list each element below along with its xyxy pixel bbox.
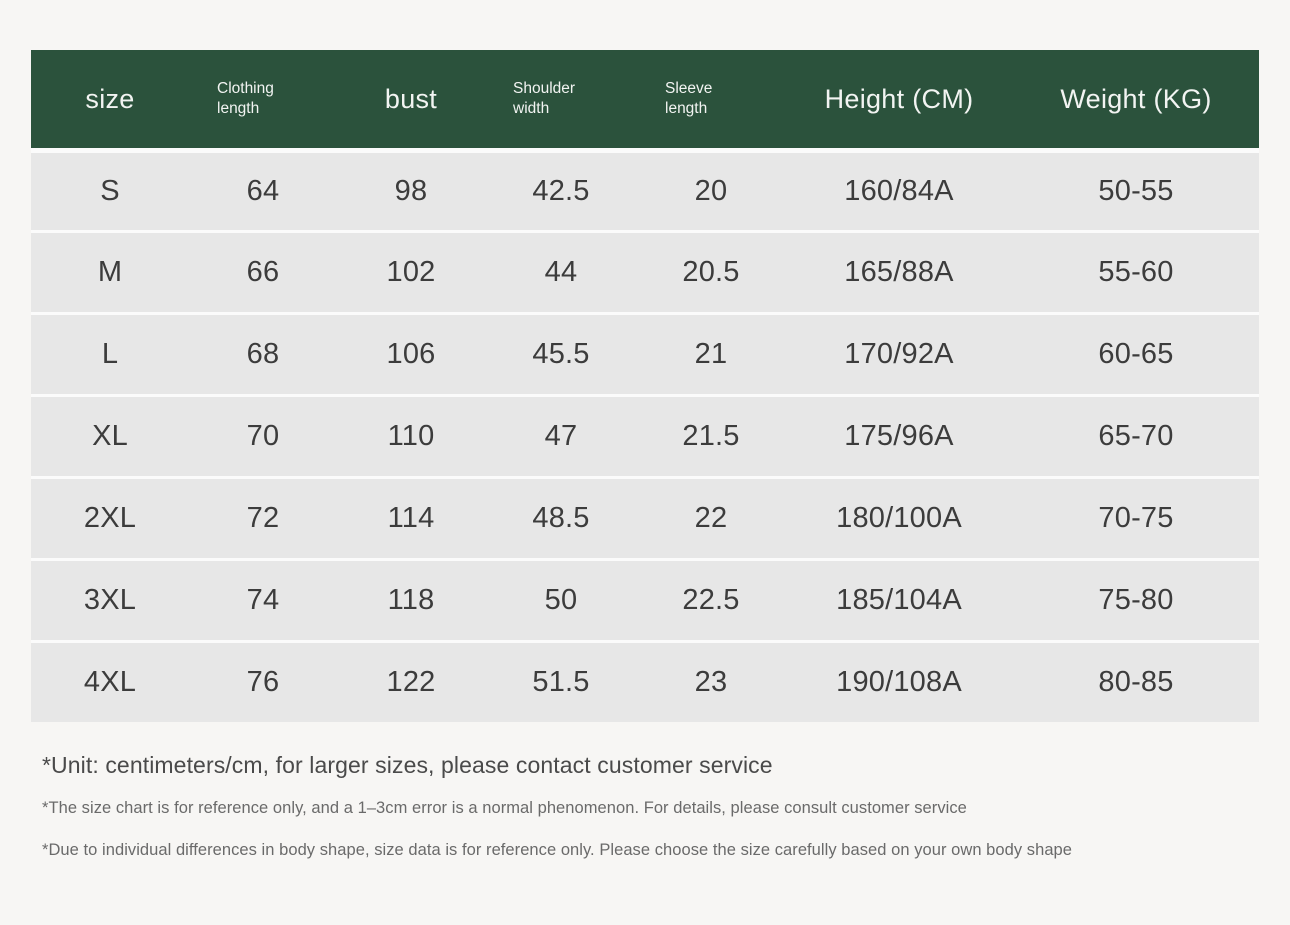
- cell-weight: 75-80: [1098, 584, 1174, 616]
- cell-size: 2XL: [83, 502, 137, 534]
- cell-clothing-length: 66: [246, 256, 280, 288]
- column-header-sleeve-length-stack: Sleeve length: [665, 79, 712, 119]
- cell-shoulder-width: 51.5: [532, 666, 590, 698]
- cell-height: 170/92A: [844, 338, 954, 370]
- cell-weight: 55-60: [1098, 256, 1174, 288]
- cell-bust: 118: [387, 584, 435, 616]
- cell-height: 190/108A: [836, 666, 962, 698]
- column-header-clothing-length-stack: Clothing length: [217, 79, 274, 119]
- column-header-sleeve-length: Sleeve length: [637, 50, 785, 148]
- cell-height: 180/100A: [836, 502, 962, 534]
- column-header-size: size: [31, 50, 189, 148]
- cell-shoulder-width: 42.5: [532, 175, 590, 207]
- table-row: 2XL 72 114 48.5 22 180/100A 70-75: [31, 476, 1259, 558]
- cell-size: M: [97, 256, 123, 288]
- cell-clothing-length: 70: [246, 420, 280, 452]
- cell-sleeve-length: 22.5: [682, 584, 740, 616]
- cell-weight: 80-85: [1098, 666, 1174, 698]
- cell-bust: 106: [386, 338, 436, 370]
- cell-weight: 50-55: [1098, 175, 1174, 207]
- cell-bust: 102: [386, 256, 436, 288]
- table-row: M 66 102 44 20.5 165/88A 55-60: [31, 230, 1259, 312]
- table-row: XL 70 110 47 21.5 175/96A 65-70: [31, 394, 1259, 476]
- cell-height: 175/96A: [844, 420, 954, 452]
- table-row: 3XL 74 118 50 22.5 185/104A 75-80: [31, 558, 1259, 640]
- cell-sleeve-length: 20: [694, 175, 728, 207]
- column-header-weight: Weight (KG): [1013, 50, 1259, 148]
- column-header-clothing-length-line1: Clothing: [217, 80, 274, 98]
- column-header-bust: bust: [337, 50, 485, 148]
- column-header-size-label: size: [85, 83, 135, 114]
- size-chart-table: size Clothing length bust Shoulder width: [31, 50, 1259, 722]
- cell-bust: 122: [386, 666, 436, 698]
- cell-shoulder-width: 50: [544, 584, 578, 616]
- column-header-bust-label: bust: [384, 83, 438, 114]
- cell-height: 160/84A: [844, 175, 954, 207]
- cell-sleeve-length: 22: [694, 502, 728, 534]
- cell-clothing-length: 76: [246, 666, 280, 698]
- column-header-shoulder-width-line2: width: [513, 100, 550, 117]
- cell-shoulder-width: 45.5: [532, 338, 590, 370]
- note-body-shape: *Due to individual differences in body s…: [42, 841, 1073, 859]
- column-header-sleeve-length-line1: Sleeve: [665, 80, 713, 98]
- cell-clothing-length: 72: [246, 502, 280, 534]
- column-header-shoulder-width-line1: Shoulder: [513, 80, 576, 98]
- cell-clothing-length: 74: [246, 584, 280, 616]
- note-unit: *Unit: centimeters/cm, for larger sizes,…: [42, 752, 773, 778]
- column-header-sleeve-length-line2: length: [665, 100, 708, 117]
- table-row: L 68 106 45.5 21 170/92A 60-65: [31, 312, 1259, 394]
- cell-size: L: [101, 338, 119, 370]
- cell-size: XL: [92, 420, 128, 452]
- cell-shoulder-width: 47: [544, 420, 578, 452]
- column-header-height: Height (CM): [785, 50, 1013, 148]
- column-header-weight-label: Weight (KG): [1060, 83, 1212, 114]
- cell-size: 3XL: [83, 584, 137, 616]
- cell-weight: 60-65: [1098, 338, 1174, 370]
- table-row: 4XL 76 122 51.5 23 190/108A 80-85: [31, 640, 1259, 722]
- column-header-clothing-length: Clothing length: [189, 50, 337, 148]
- cell-weight: 65-70: [1098, 420, 1174, 452]
- table-header-row: size Clothing length bust Shoulder width: [31, 50, 1259, 148]
- table-row: S 64 98 42.5 20 160/84A 50-55: [31, 148, 1259, 230]
- cell-bust: 114: [387, 502, 435, 534]
- cell-bust: 98: [394, 175, 428, 207]
- cell-clothing-length: 68: [246, 338, 280, 370]
- cell-shoulder-width: 48.5: [532, 502, 590, 534]
- cell-shoulder-width: 44: [544, 256, 578, 288]
- cell-bust: 110: [387, 420, 435, 452]
- notes-section: *Unit: centimeters/cm, for larger sizes,…: [42, 752, 1242, 883]
- note-reference: *The size chart is for reference only, a…: [42, 799, 967, 817]
- cell-weight: 70-75: [1098, 502, 1174, 534]
- cell-sleeve-length: 20.5: [682, 256, 740, 288]
- cell-height: 165/88A: [844, 256, 954, 288]
- cell-sleeve-length: 21: [694, 338, 728, 370]
- cell-height: 185/104A: [836, 584, 962, 616]
- column-header-clothing-length-line2: length: [217, 100, 260, 117]
- cell-sleeve-length: 23: [694, 666, 728, 698]
- column-header-shoulder-width-stack: Shoulder width: [513, 79, 575, 119]
- cell-clothing-length: 64: [246, 175, 280, 207]
- column-header-height-label: Height (CM): [824, 83, 974, 114]
- column-header-shoulder-width: Shoulder width: [485, 50, 637, 148]
- cell-size: S: [100, 175, 120, 207]
- cell-size: 4XL: [83, 666, 137, 698]
- cell-sleeve-length: 21.5: [682, 420, 740, 452]
